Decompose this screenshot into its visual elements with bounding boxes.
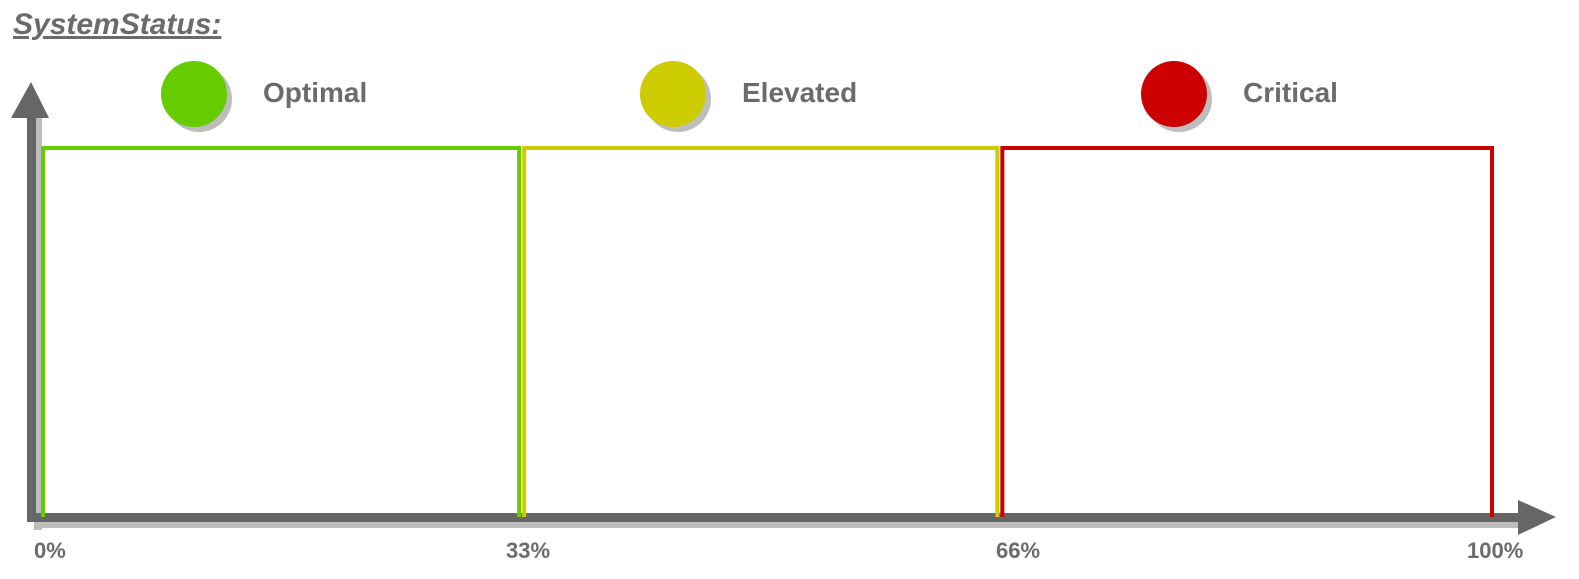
y-axis [27, 112, 36, 522]
zone-critical [1000, 146, 1494, 517]
legend-dot-optimal [161, 61, 232, 132]
x-tick-66: 66% [996, 538, 1041, 563]
x-axis-arrow [1518, 500, 1556, 535]
diagram-title: SystemStatus: [13, 8, 222, 41]
axis-shadow [34, 114, 1522, 530]
zone-elevated [522, 146, 1000, 517]
x-axis [27, 513, 1522, 522]
legend-dot-elevated [640, 61, 711, 132]
x-tick-100: 100% [1467, 538, 1524, 563]
legend-label-elevated: Elevated [742, 77, 858, 108]
x-tick-0: 0% [34, 538, 66, 563]
y-axis-arrow [11, 82, 49, 118]
zone-optimal [41, 146, 522, 517]
legend-label-critical: Critical [1243, 77, 1338, 108]
legend-dot-critical [1141, 61, 1212, 132]
legend-label-optimal: Optimal [263, 77, 368, 108]
x-tick-33: 33% [506, 538, 551, 563]
